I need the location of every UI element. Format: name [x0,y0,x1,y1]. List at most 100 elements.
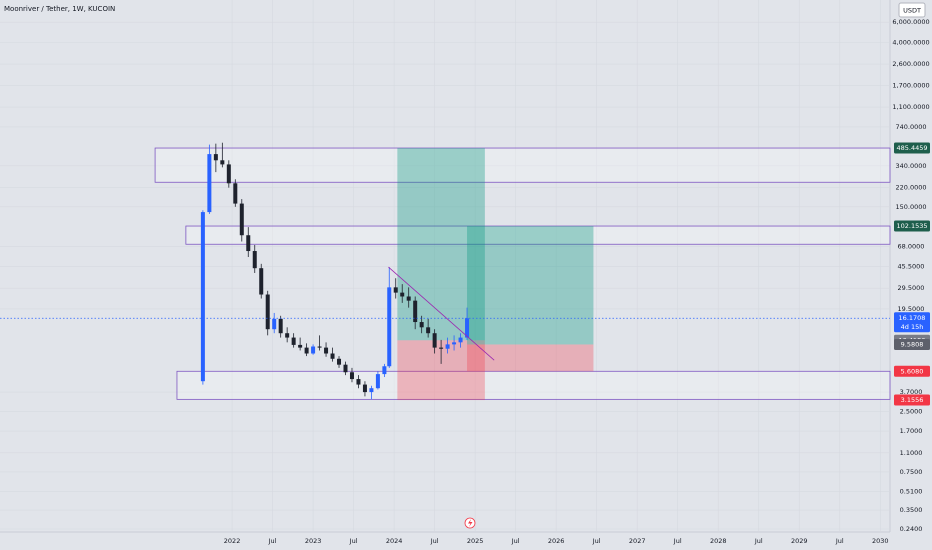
price-label-box [894,142,930,154]
y-tick-label: 0.3500 [900,506,923,514]
price-label: 3.1556 [901,396,924,404]
x-tick-label: 2025 [467,537,484,545]
loss-area [467,344,594,372]
zone [176,370,891,400]
x-tick-label: 2029 [791,537,808,545]
countdown-label: 4d 15h [901,323,924,331]
candle-body [278,318,283,334]
y-tick-label: 19.5000 [898,305,925,313]
price-label: 485.4459 [896,144,927,152]
candle-body [298,344,303,348]
trend-line [388,266,495,361]
price-label: 5.6080 [901,367,924,375]
candle-body [233,183,238,204]
candle-body [324,347,329,354]
candle-body [413,300,418,323]
candle-body [207,154,212,213]
currency-label[interactable]: USDT [903,7,921,15]
candle-body [252,251,257,269]
candle-body [272,318,277,330]
y-tick-label: 1,700.0000 [892,81,929,89]
candle-body [200,212,205,382]
zone [154,147,891,183]
profit-area [467,226,594,345]
candle-body [337,358,342,365]
y-tick-label: 4,000.0000 [892,38,929,46]
candle-body [369,388,374,393]
candle-body [393,287,398,293]
chart-title: Moonriver / Tether, 1W, KUCOIN [4,5,115,13]
y-tick-label: 29.5000 [898,284,925,292]
x-tick-label: Jul [268,537,277,545]
candle-body [259,268,264,295]
y-tick-label: 3.7000 [900,388,923,396]
x-tick-label: Jul [349,537,358,545]
candle-body [291,337,296,345]
candle-body [317,346,322,348]
candle-body [330,353,335,359]
candle-body [362,384,367,393]
y-tick-label: 220.0000 [895,184,926,192]
y-tick-label: 2.5000 [900,408,923,416]
candle-body [387,287,392,367]
y-tick-label: 2,600.0000 [892,60,929,68]
candle-body [445,344,450,349]
price-label-box [894,394,930,406]
y-tick-label: 1.1000 [900,449,923,457]
candle-body [239,203,244,236]
price-label-box [894,338,930,350]
price-label-box [894,312,930,333]
candle-body [419,322,424,328]
candle-body [439,347,444,349]
x-tick-label: Jul [592,537,601,545]
y-tick-label: 1,100.0000 [892,103,929,111]
candle-body [465,318,470,338]
x-tick-label: Jul [673,537,682,545]
y-tick-label: 340.0000 [895,162,926,170]
x-tick-label: 2022 [224,537,241,545]
y-tick-label: 0.7500 [900,468,923,476]
price-label: 9.5808 [901,340,924,348]
candle-body [265,294,270,330]
candle-body [458,337,463,343]
price-label: 16.1708 [899,314,926,322]
plot [0,0,891,532]
candle-body [432,333,437,348]
y-tick-label: 740.0000 [895,123,926,131]
candle-body [220,160,225,165]
price-label-box [894,365,930,377]
x-tick-label: 2023 [305,537,322,545]
y-tick-label: 0.5100 [900,487,923,495]
profit-area [397,148,485,341]
candle-body [226,164,231,184]
x-tick-label: Jul [430,537,439,545]
candle-body [452,342,457,345]
y-tick-label: 68.0000 [898,242,925,250]
candle-body [400,292,405,297]
x-tick-label: Jul [511,537,520,545]
candle-body [406,296,411,301]
candle-body [426,327,431,334]
candle-body [311,346,316,354]
zone [185,225,891,245]
candle-body [343,364,348,373]
price-label: 102.1535 [896,222,927,230]
currency-button[interactable] [898,2,926,18]
candle-body [304,347,309,354]
candle-body [285,333,290,338]
x-tick-label: Jul [754,537,763,545]
x-tick-label: 2026 [548,537,565,545]
price-label-box [894,220,930,232]
candle-body [213,154,218,161]
candle-body [382,366,387,375]
x-tick-label: 2030 [872,537,889,545]
y-tick-label: 45.5000 [898,263,925,271]
x-tick-label: 2027 [629,537,646,545]
x-tick-label: 2024 [386,537,403,545]
y-tick-label: 150.0000 [895,203,926,211]
y-tick-label: 6,000.0000 [892,18,929,26]
candle-body [375,374,380,389]
candle-body [356,379,361,385]
